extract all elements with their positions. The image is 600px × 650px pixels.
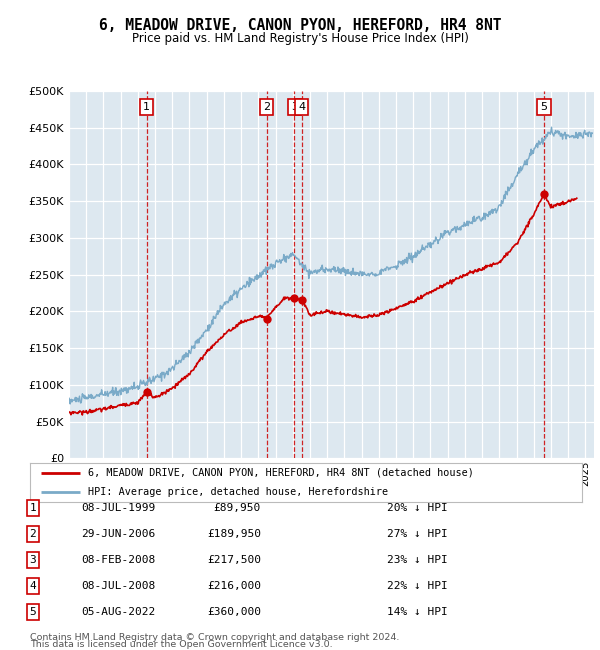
Text: 23% ↓ HPI: 23% ↓ HPI (387, 555, 448, 566)
Text: £217,500: £217,500 (207, 555, 261, 566)
Text: 08-JUL-2008: 08-JUL-2008 (81, 581, 155, 592)
Text: 2: 2 (29, 529, 37, 539)
Text: Price paid vs. HM Land Registry's House Price Index (HPI): Price paid vs. HM Land Registry's House … (131, 32, 469, 45)
Text: £89,950: £89,950 (214, 503, 261, 514)
Text: 4: 4 (298, 102, 305, 112)
Text: 4: 4 (29, 581, 37, 592)
Text: £189,950: £189,950 (207, 529, 261, 539)
Text: 3: 3 (291, 102, 298, 112)
Text: This data is licensed under the Open Government Licence v3.0.: This data is licensed under the Open Gov… (30, 640, 332, 649)
Text: 5: 5 (541, 102, 547, 112)
Text: 08-JUL-1999: 08-JUL-1999 (81, 503, 155, 514)
Text: 20% ↓ HPI: 20% ↓ HPI (387, 503, 448, 514)
Text: 6, MEADOW DRIVE, CANON PYON, HEREFORD, HR4 8NT: 6, MEADOW DRIVE, CANON PYON, HEREFORD, H… (99, 18, 501, 33)
Text: 14% ↓ HPI: 14% ↓ HPI (387, 607, 448, 618)
Text: 22% ↓ HPI: 22% ↓ HPI (387, 581, 448, 592)
Text: 05-AUG-2022: 05-AUG-2022 (81, 607, 155, 618)
Text: 1: 1 (143, 102, 151, 112)
Text: 29-JUN-2006: 29-JUN-2006 (81, 529, 155, 539)
Text: HPI: Average price, detached house, Herefordshire: HPI: Average price, detached house, Here… (88, 487, 388, 497)
Text: 08-FEB-2008: 08-FEB-2008 (81, 555, 155, 566)
Text: Contains HM Land Registry data © Crown copyright and database right 2024.: Contains HM Land Registry data © Crown c… (30, 632, 400, 642)
Text: 3: 3 (29, 555, 37, 566)
Text: 5: 5 (29, 607, 37, 618)
Text: 27% ↓ HPI: 27% ↓ HPI (387, 529, 448, 539)
Text: £360,000: £360,000 (207, 607, 261, 618)
Text: 6, MEADOW DRIVE, CANON PYON, HEREFORD, HR4 8NT (detached house): 6, MEADOW DRIVE, CANON PYON, HEREFORD, H… (88, 467, 474, 478)
Text: 2: 2 (263, 102, 271, 112)
Text: £216,000: £216,000 (207, 581, 261, 592)
Text: 1: 1 (29, 503, 37, 514)
